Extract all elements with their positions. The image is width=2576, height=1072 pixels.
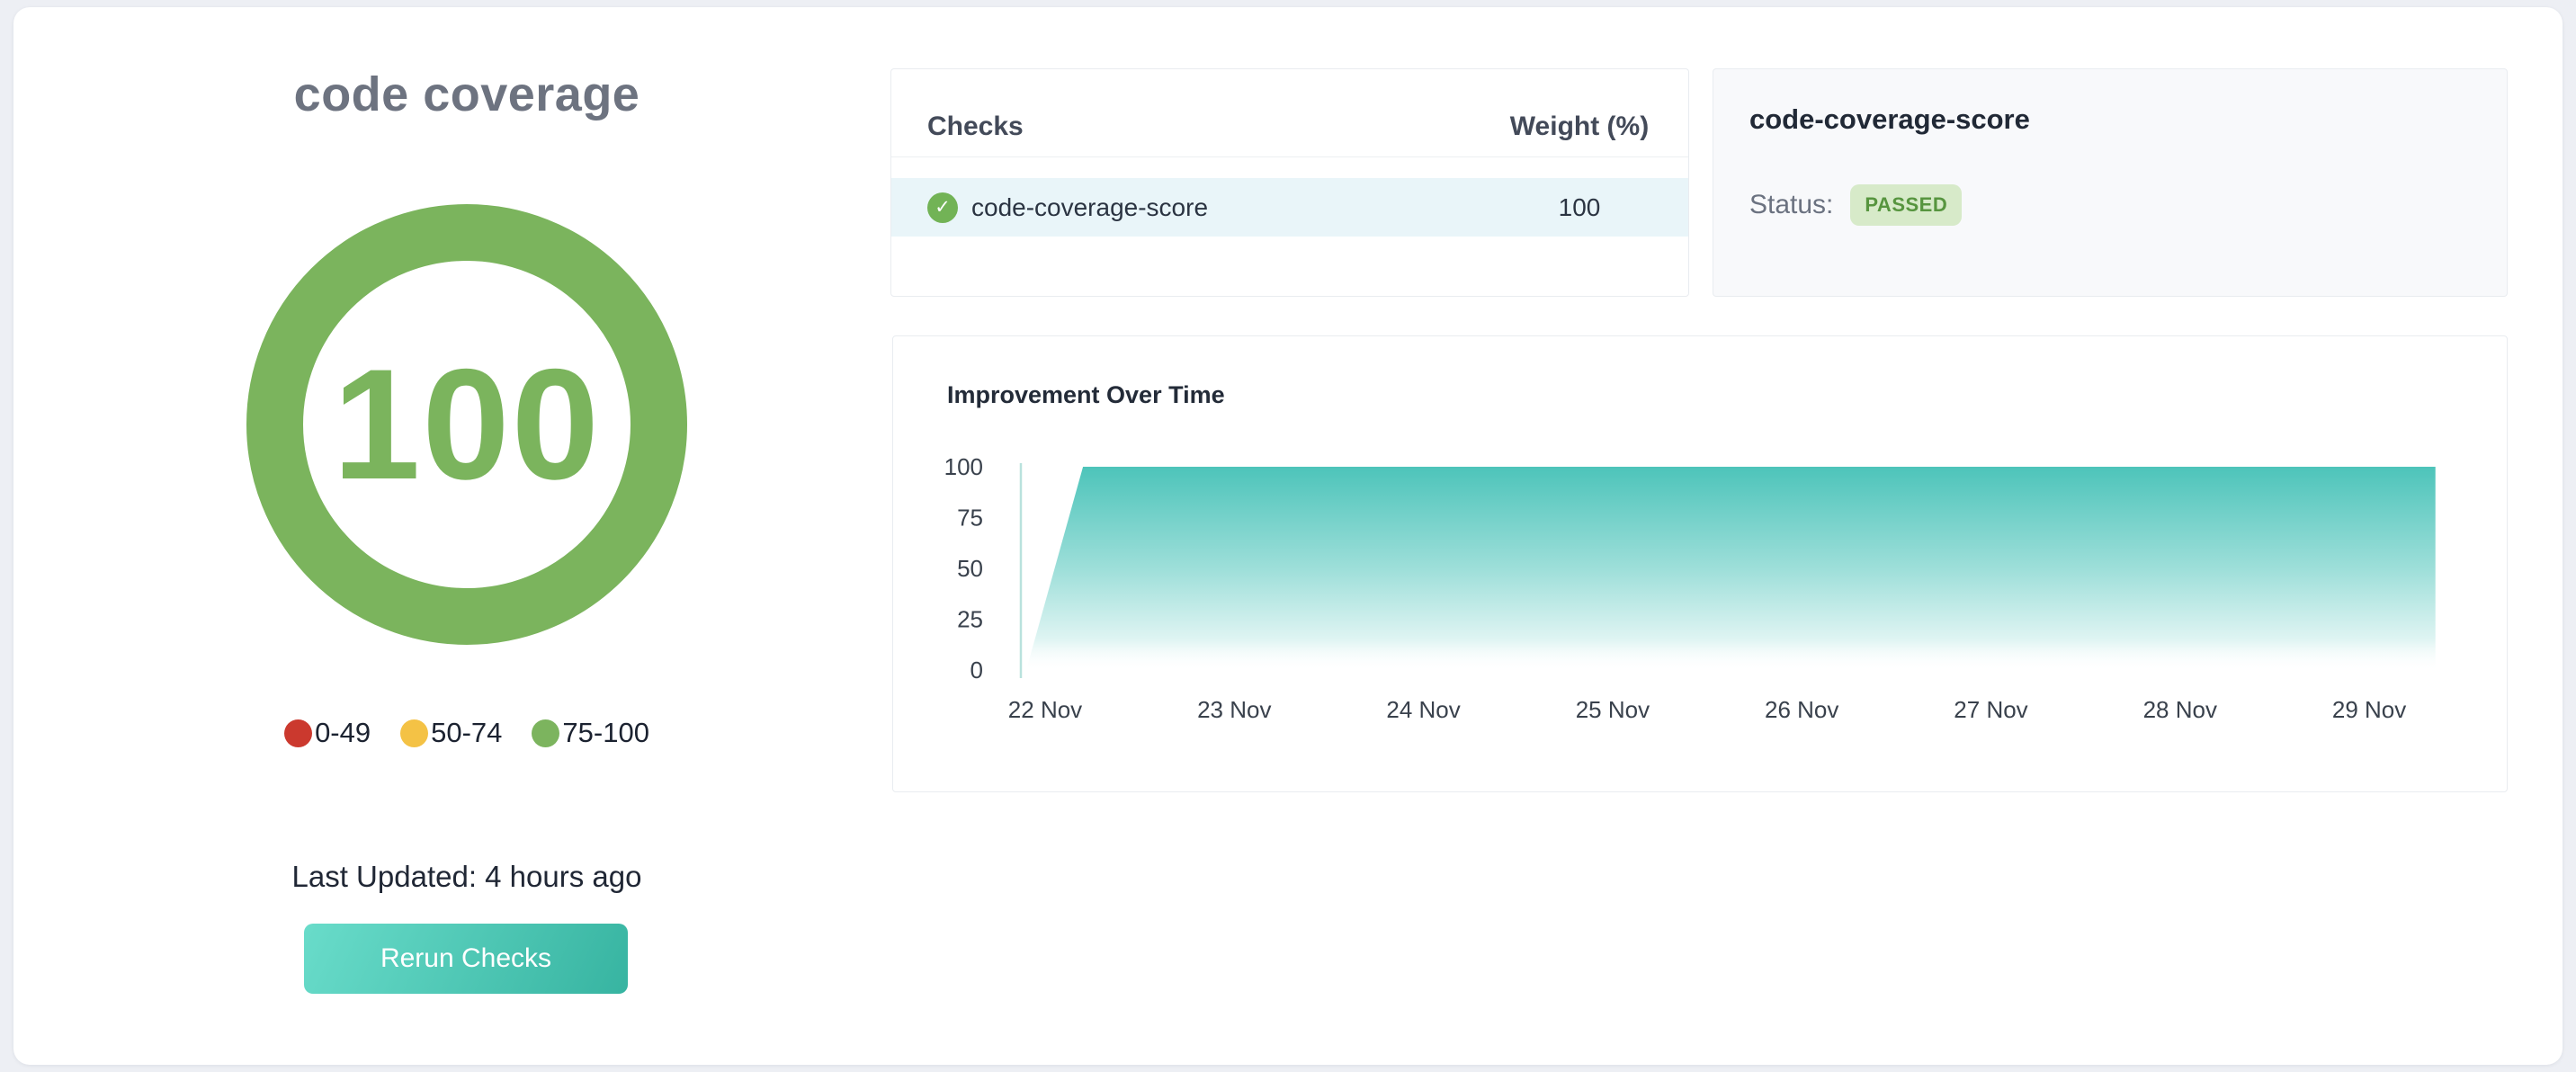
x-tick-label: 29 Nov	[2332, 696, 2406, 723]
x-tick-label: 28 Nov	[2143, 696, 2217, 723]
page-title: code coverage	[293, 67, 640, 121]
x-tick-label: 22 Nov	[1008, 696, 1082, 723]
x-tick-label: 24 Nov	[1386, 696, 1460, 723]
status-badge: PASSED	[1850, 184, 1963, 226]
area-series	[1026, 467, 2436, 670]
x-tick-label: 27 Nov	[1954, 696, 2027, 723]
x-tick-label: 26 Nov	[1765, 696, 1838, 723]
score-gauge: 100	[246, 204, 687, 645]
legend-color-dot	[532, 719, 560, 747]
score-value: 100	[333, 336, 601, 513]
y-tick-label: 25	[957, 606, 983, 633]
legend-label: 0-49	[315, 717, 371, 748]
checks-column-header: Checks	[927, 112, 1024, 141]
checks-table-header: Checks Weight (%)	[891, 69, 1688, 157]
check-name: code-coverage-score	[971, 192, 1209, 221]
weight-column-header: Weight (%)	[1509, 112, 1650, 141]
check-detail-title: code-coverage-score	[1749, 103, 2030, 135]
legend-item: 75-100	[532, 717, 649, 749]
status-row: Status: PASSED	[1749, 184, 2471, 226]
rerun-checks-button[interactable]: Rerun Checks	[304, 924, 628, 994]
improvement-chart-panel: Improvement Over Time 100 75 50 25 0 22 Nov 23…	[892, 335, 2508, 792]
legend-color-dot	[284, 719, 313, 747]
y-tick-label: 75	[957, 505, 983, 532]
check-detail-panel: code-coverage-score Status: PASSED	[1713, 68, 2508, 297]
legend-color-dot	[400, 719, 429, 747]
table-row[interactable]: ✓ code-coverage-score 100	[891, 178, 1688, 237]
last-updated-text: Last Updated: 4 hours ago	[291, 860, 642, 893]
dashboard-card: code coverage 100 0-49 50-74 75-100 Last U…	[13, 7, 2563, 1065]
score-legend: 0-49 50-74 75-100	[13, 717, 920, 749]
y-tick-label: 0	[970, 657, 983, 683]
y-tick-label: 50	[957, 555, 983, 582]
y-tick-label: 100	[944, 453, 983, 480]
check-passed-icon: ✓	[927, 192, 958, 223]
x-tick-label: 23 Nov	[1197, 696, 1271, 723]
legend-label: 50-74	[431, 717, 503, 748]
legend-item: 0-49	[284, 717, 371, 749]
check-name-cell: ✓ code-coverage-score	[927, 192, 1208, 223]
check-weight-cell: 100	[1558, 192, 1601, 221]
status-label: Status:	[1749, 190, 1834, 219]
legend-item: 50-74	[400, 717, 502, 749]
x-tick-label: 25 Nov	[1576, 696, 1650, 723]
legend-label: 75-100	[562, 717, 649, 748]
improvement-area-chart: 100 75 50 25 0 22 Nov 23 Nov 24 Nov 25 Nov 26 Nov…	[944, 453, 2436, 723]
chart-title: Improvement Over Time	[947, 381, 1225, 408]
checks-table-panel: Checks Weight (%) ✓ code-coverage-score …	[890, 68, 1689, 297]
